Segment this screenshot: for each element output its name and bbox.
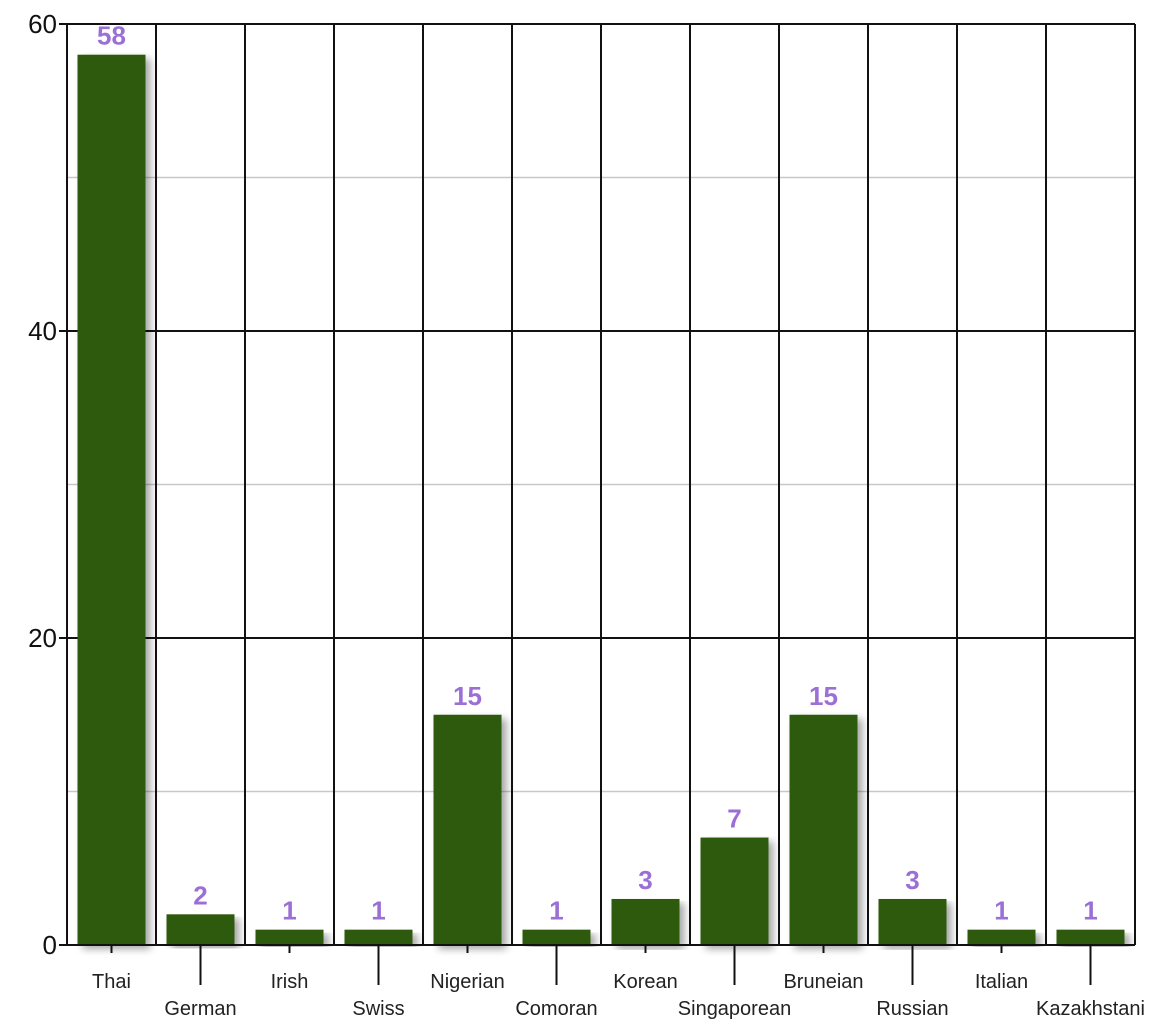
bars	[77, 54, 1125, 945]
category-label-swiss: Swiss	[352, 998, 404, 1020]
value-label-korean: 3	[638, 865, 652, 895]
category-label-german: German	[164, 998, 236, 1020]
category-label-nigerian: Nigerian	[430, 971, 504, 993]
value-label-thai: 58	[97, 21, 126, 51]
category-label-irish: Irish	[271, 971, 309, 993]
category-label-bruneian: Bruneian	[783, 971, 863, 993]
category-label-kazakhstani: Kazakhstani	[1036, 998, 1145, 1020]
value-label-italian: 1	[994, 896, 1008, 926]
category-label-comoran: Comoran	[515, 998, 597, 1020]
bar-thai[interactable]	[77, 54, 146, 945]
bar-kazakhstani[interactable]	[1056, 929, 1125, 945]
bar-irish[interactable]	[255, 929, 324, 945]
value-label-russian: 3	[905, 865, 919, 895]
value-label-irish: 1	[282, 896, 296, 926]
category-label-thai: Thai	[92, 971, 131, 993]
bar-bruneian[interactable]	[789, 714, 858, 945]
value-label-nigerian: 15	[453, 681, 482, 711]
value-label-comoran: 1	[549, 896, 563, 926]
value-label-swiss: 1	[371, 896, 385, 926]
bar-comoran[interactable]	[522, 929, 591, 945]
y-tick-label: 20	[28, 623, 57, 653]
bar-italian[interactable]	[967, 929, 1036, 945]
category-label-singaporean: Singaporean	[678, 998, 791, 1020]
value-label-singaporean: 7	[727, 804, 741, 834]
y-tick-label: 0	[43, 930, 57, 960]
bar-swiss[interactable]	[344, 929, 413, 945]
category-label-italian: Italian	[975, 971, 1028, 993]
value-label-bruneian: 15	[809, 681, 838, 711]
category-label-korean: Korean	[613, 971, 678, 993]
bar-korean[interactable]	[611, 898, 680, 945]
value-label-german: 2	[193, 880, 207, 910]
y-tick-label: 40	[28, 316, 57, 346]
bar-german[interactable]	[166, 914, 235, 945]
y-tick-label: 60	[28, 9, 57, 39]
value-label-kazakhstani: 1	[1083, 896, 1097, 926]
bar-russian[interactable]	[878, 898, 947, 945]
axes: Thai German Irish Swiss Nigerian Comoran Korea…	[28, 9, 1145, 1020]
bar-nigerian[interactable]	[433, 714, 502, 945]
grid-lines	[67, 23, 1136, 945]
bar-singaporean[interactable]	[700, 837, 769, 945]
value-labels: 58 2 1 1 15 1 3 7 15 3 1 1	[97, 21, 1098, 926]
category-label-russian: Russian	[876, 998, 948, 1020]
